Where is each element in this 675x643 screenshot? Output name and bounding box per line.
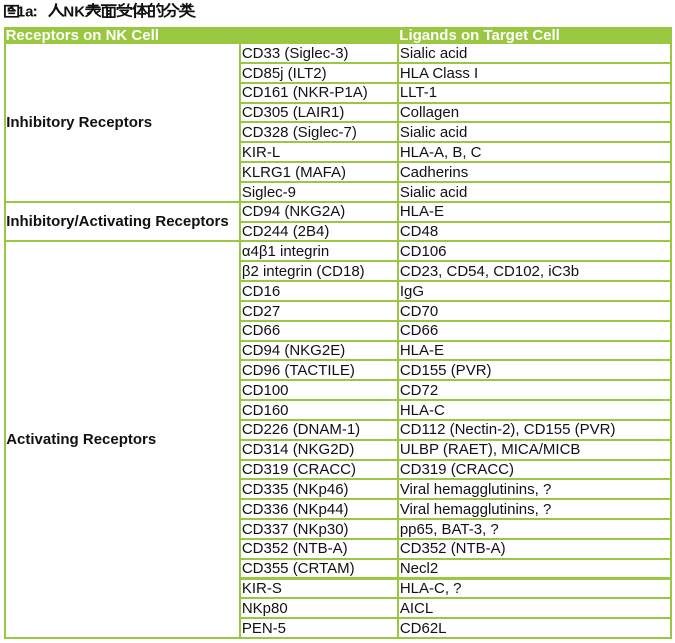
svg-text:1a: 1a — [17, 4, 34, 21]
svg-text:NK: NK — [63, 4, 85, 21]
